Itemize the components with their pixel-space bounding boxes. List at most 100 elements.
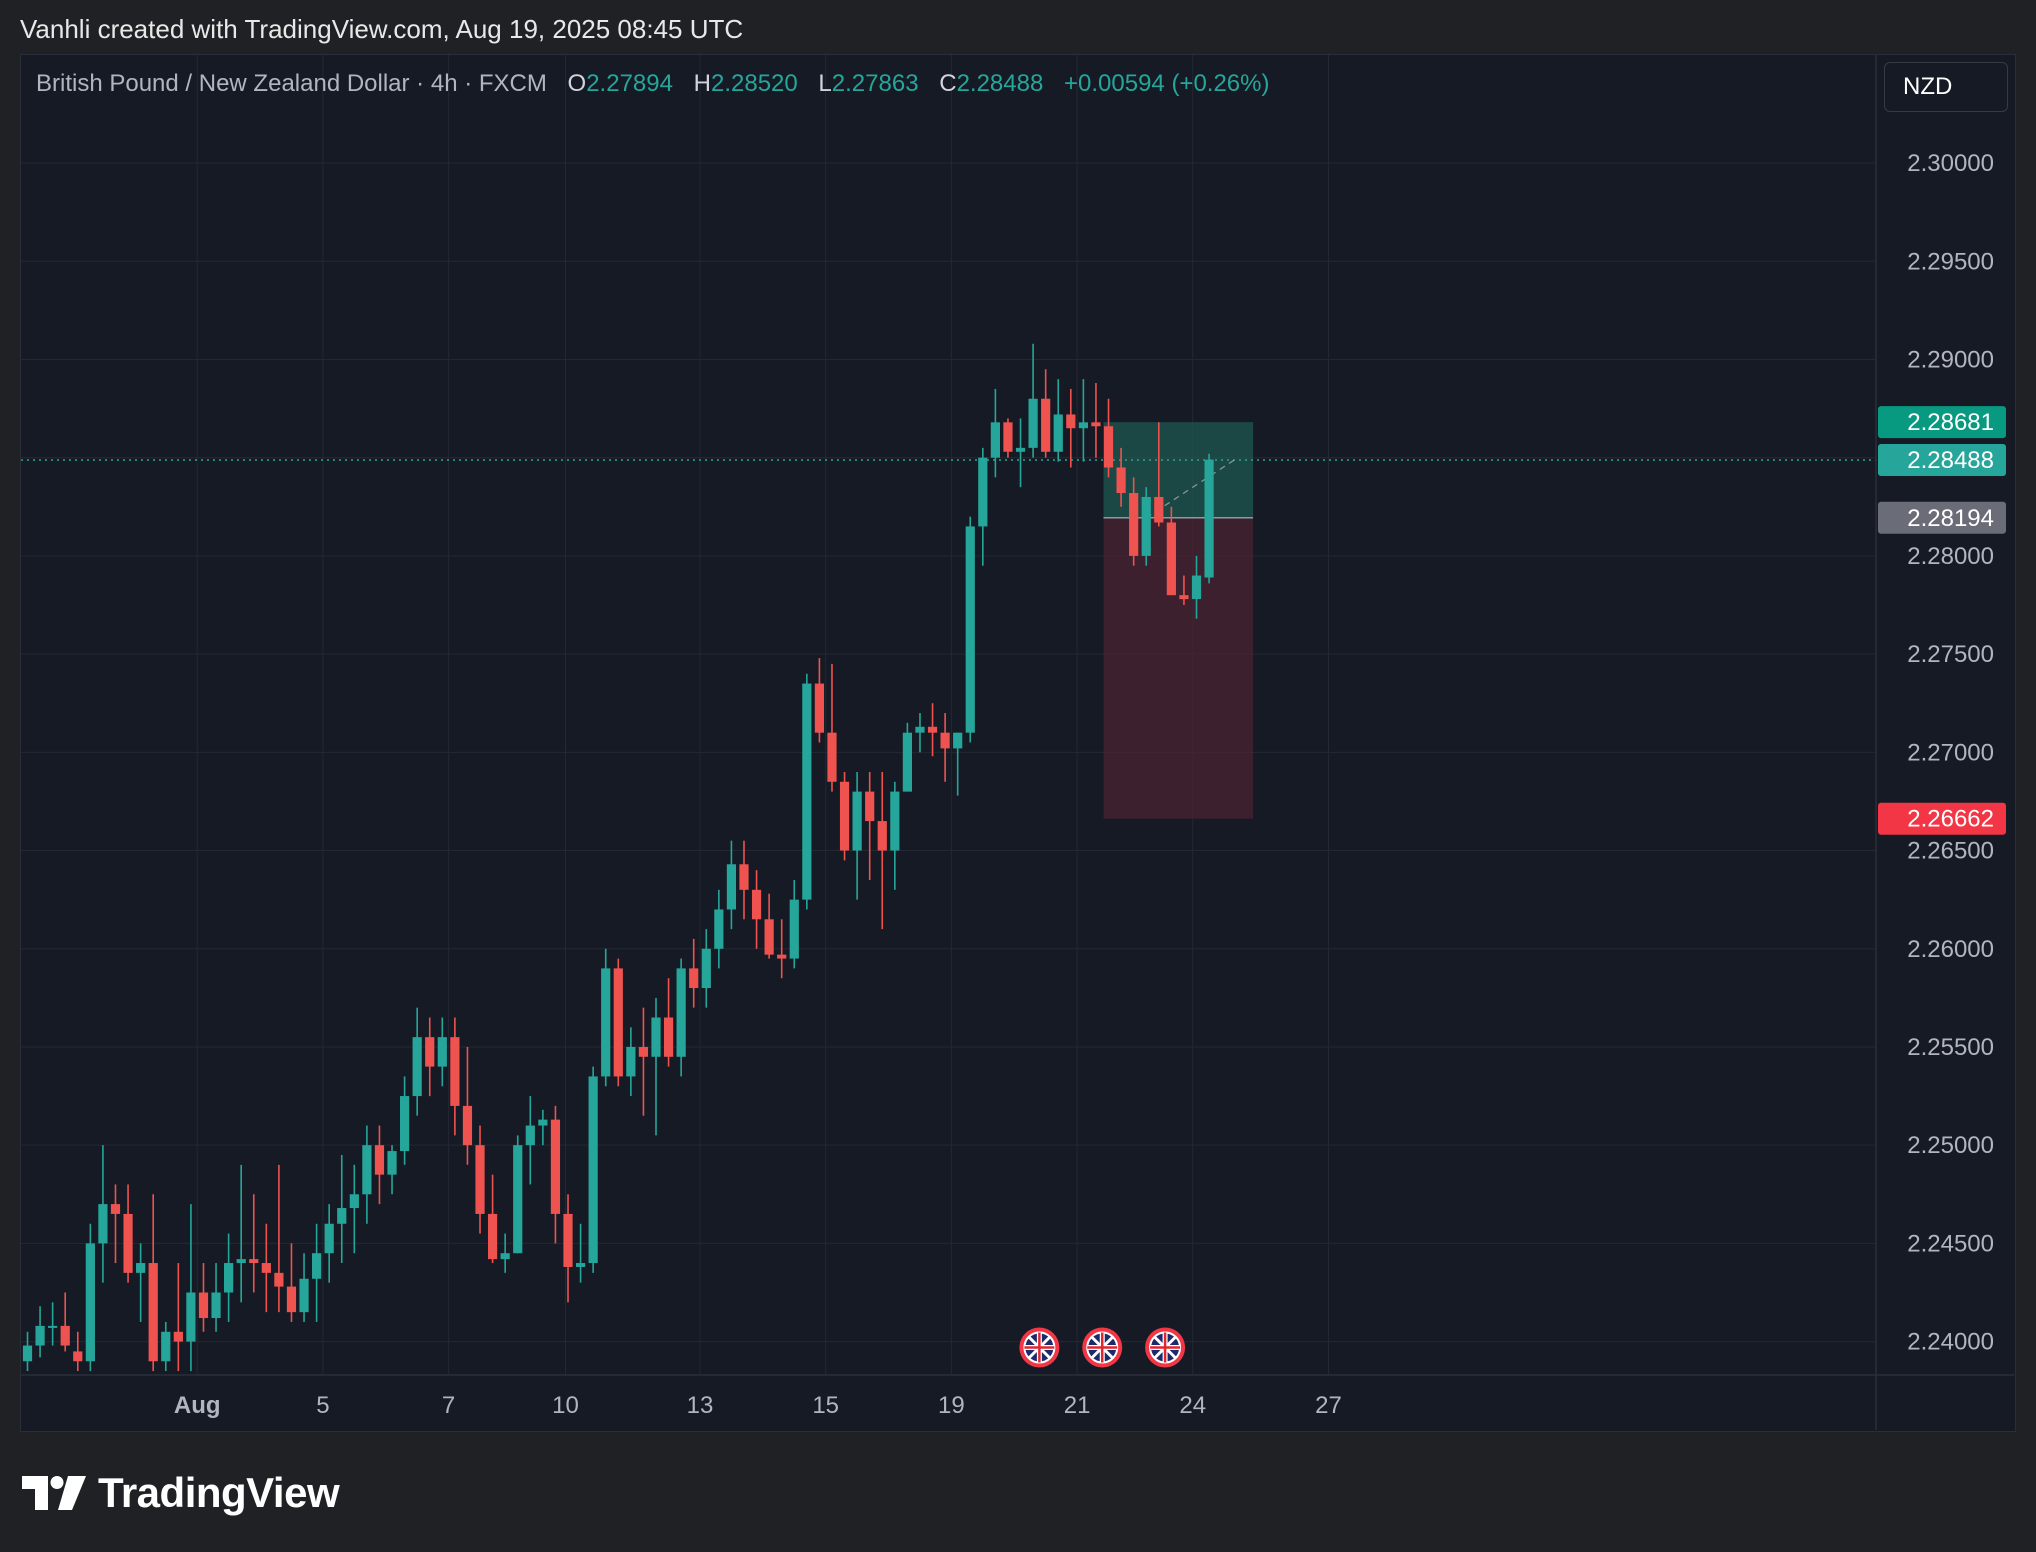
- candle-body: [425, 1037, 435, 1067]
- candle-body: [312, 1253, 322, 1279]
- price-tick-label: 2.27000: [1907, 739, 1994, 766]
- candle-body: [940, 732, 950, 749]
- candle-body: [739, 864, 749, 890]
- candle-body: [1179, 595, 1189, 600]
- candle-body: [588, 1076, 598, 1264]
- take-profit-tag-bg: [1878, 406, 2006, 439]
- time-tick-label: 15: [812, 1392, 839, 1419]
- time-tick-label: 19: [938, 1392, 965, 1419]
- candle-body: [73, 1351, 83, 1362]
- candle-body: [337, 1208, 347, 1224]
- last-price-tag-bg: [1878, 444, 2006, 477]
- candle-body: [953, 732, 963, 749]
- candle-body: [626, 1046, 636, 1077]
- candle-body: [513, 1145, 523, 1254]
- price-tick-label: 2.24000: [1907, 1329, 1994, 1356]
- candle-body: [927, 726, 938, 733]
- candle-body: [1191, 575, 1202, 600]
- candle-body: [689, 968, 699, 989]
- low-label: L: [818, 70, 832, 97]
- price-tick-label: 2.28000: [1907, 543, 1994, 570]
- candle-body: [437, 1037, 447, 1067]
- take-profit-tag[interactable]: 2.28681: [1878, 406, 2006, 439]
- currency-selector[interactable]: NZD: [1884, 62, 2008, 112]
- stop-loss-tag[interactable]: 2.26662: [1878, 802, 2006, 835]
- candle-body: [1003, 422, 1013, 452]
- candle-body: [538, 1119, 548, 1126]
- candle-body: [965, 526, 975, 733]
- uk-flag-icon[interactable]: [1082, 1327, 1123, 1368]
- candle-body: [525, 1125, 535, 1146]
- candle-body: [211, 1292, 221, 1319]
- candle-body: [462, 1105, 473, 1146]
- candle-body: [915, 726, 925, 733]
- candle-body: [35, 1325, 45, 1346]
- tradingview-logo[interactable]: TradingView: [22, 1468, 340, 1518]
- symbol-header[interactable]: British Pound / New Zealand Dollar · 4h …: [36, 70, 1270, 98]
- entry-price-tag[interactable]: 2.28194: [1878, 501, 2006, 534]
- candle-body: [651, 1017, 661, 1057]
- uk-flag-icon[interactable]: [1145, 1327, 1186, 1368]
- price-tick-label: 2.26000: [1907, 936, 1994, 963]
- candle-body: [261, 1263, 271, 1273]
- candle-body: [764, 919, 774, 955]
- candle-body: [1028, 398, 1038, 448]
- time-tick-label: 13: [687, 1392, 714, 1419]
- candle-body: [865, 791, 875, 822]
- candle-body: [1154, 496, 1164, 523]
- candle-body: [173, 1331, 183, 1342]
- candle-body: [387, 1151, 397, 1175]
- candle-body: [475, 1145, 485, 1214]
- price-tick-label: 2.25000: [1907, 1132, 1994, 1159]
- uk-flag-icon[interactable]: [1019, 1327, 1060, 1368]
- candle-body: [236, 1259, 246, 1264]
- candle-body: [1053, 414, 1063, 452]
- price-tags: 2.28681 2.28488 2.28194 2.26662: [1878, 406, 2006, 835]
- candle-body: [48, 1325, 58, 1328]
- profit-zone[interactable]: [1103, 422, 1254, 518]
- tradingview-logo-icon: [22, 1476, 86, 1510]
- open-value: 2.27894: [586, 70, 673, 97]
- candle-body: [161, 1331, 171, 1362]
- candle-body: [563, 1213, 573, 1267]
- candle-body: [1066, 414, 1076, 429]
- candle-body: [299, 1278, 309, 1313]
- candle-body: [148, 1263, 158, 1362]
- position-zones: [21, 422, 1876, 819]
- candle-body: [1103, 426, 1114, 468]
- time-tick-label: 21: [1064, 1392, 1091, 1419]
- candle-body: [450, 1037, 460, 1106]
- candle-body: [990, 422, 1000, 458]
- candle-body: [487, 1213, 498, 1260]
- candle-body: [500, 1253, 510, 1260]
- candle-body: [1116, 467, 1126, 494]
- candle-body: [663, 1017, 674, 1057]
- stop-loss-tag-bg: [1878, 802, 2006, 835]
- candle-body: [22, 1345, 33, 1362]
- candle-body: [224, 1263, 234, 1293]
- time-tick-label: 27: [1315, 1392, 1342, 1419]
- price-tick-label: 2.24500: [1907, 1230, 1994, 1257]
- candle-body: [349, 1194, 359, 1209]
- high-value: 2.28520: [710, 70, 798, 97]
- candle-body: [249, 1259, 259, 1264]
- loss-zone[interactable]: [1103, 517, 1254, 819]
- take-profit-tag-label: 2.28681: [1907, 409, 1994, 436]
- candle-body: [274, 1272, 284, 1287]
- symbol-name[interactable]: British Pound / New Zealand Dollar · 4h …: [36, 70, 547, 97]
- candle-body: [412, 1037, 422, 1097]
- close-value: 2.28488: [956, 70, 1044, 97]
- stop-loss-tag-label: 2.26662: [1907, 806, 1994, 833]
- candle-body: [186, 1292, 196, 1342]
- candle-body: [902, 732, 912, 792]
- candle-body: [613, 968, 623, 1077]
- candle-body: [198, 1292, 209, 1319]
- candle-body: [1141, 496, 1151, 556]
- candle-body: [1129, 493, 1139, 556]
- price-tick-label: 2.27500: [1907, 641, 1994, 668]
- last-price-tag[interactable]: 2.28488: [1878, 444, 2006, 477]
- entry-price-tag-bg: [1878, 501, 2006, 534]
- candle-body: [890, 791, 900, 851]
- price-tick-label: 2.29500: [1907, 248, 1994, 275]
